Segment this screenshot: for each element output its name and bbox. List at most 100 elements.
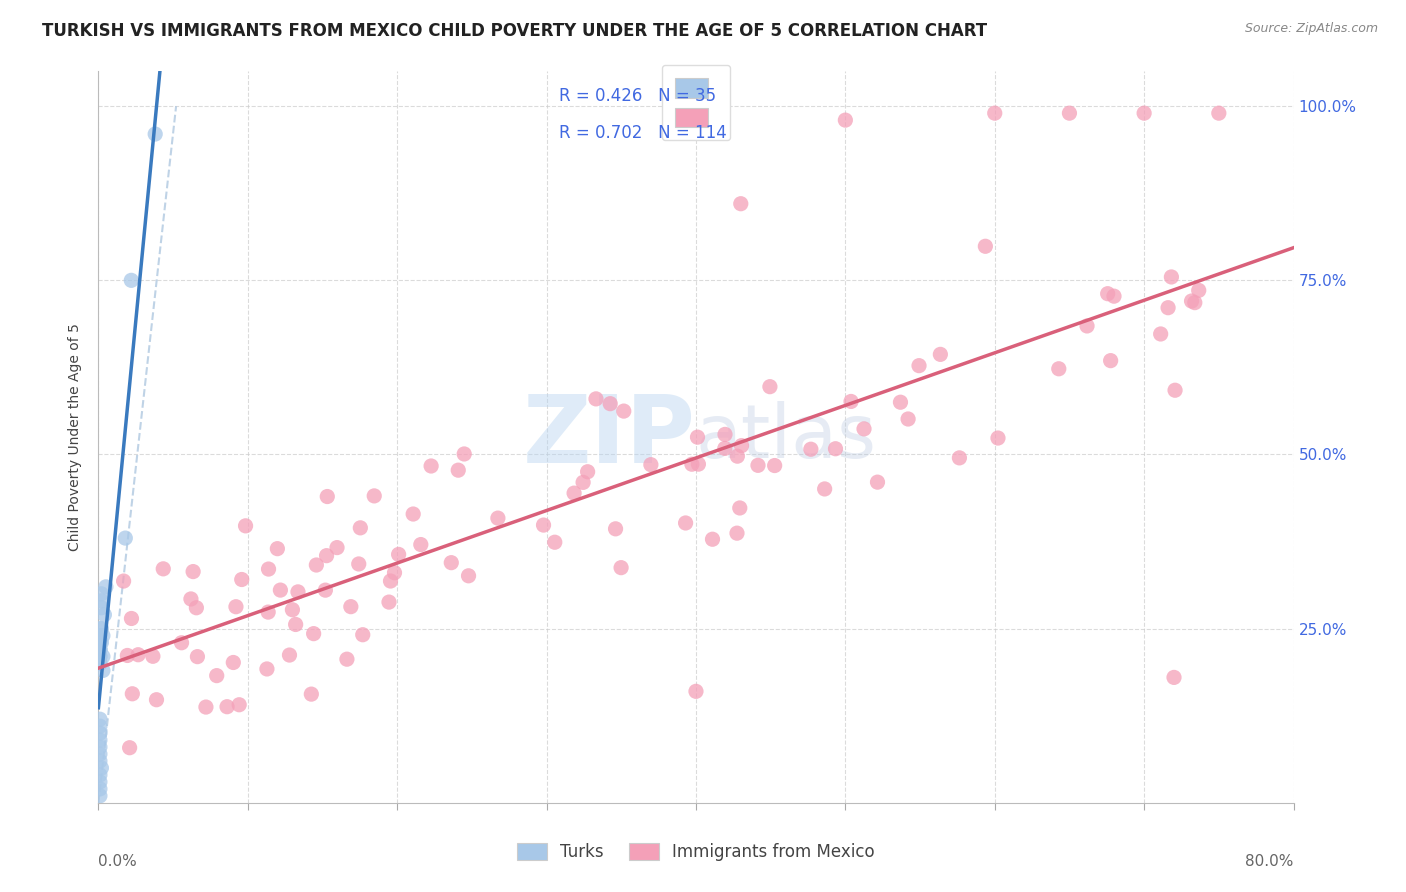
Point — [730, 196, 752, 211]
Point — [889, 395, 911, 409]
Point — [610, 560, 633, 574]
Point — [686, 430, 709, 444]
Point — [215, 699, 238, 714]
Point — [908, 359, 931, 373]
Point — [90, 587, 112, 601]
Text: Source: ZipAtlas.com: Source: ZipAtlas.com — [1244, 22, 1378, 36]
Point — [89, 733, 111, 747]
Point — [120, 273, 142, 287]
Point — [486, 511, 509, 525]
Point — [89, 629, 111, 643]
Point — [402, 507, 425, 521]
Point — [287, 585, 309, 599]
Point — [127, 648, 149, 662]
Point — [1208, 106, 1230, 120]
Point — [225, 599, 247, 614]
Point — [599, 397, 621, 411]
Point — [759, 379, 782, 393]
Point — [284, 617, 307, 632]
Point — [93, 607, 115, 622]
Point — [89, 642, 111, 657]
Text: R = 0.702   N = 114: R = 0.702 N = 114 — [558, 124, 727, 142]
Point — [112, 574, 135, 588]
Point — [90, 761, 112, 775]
Point — [533, 518, 555, 533]
Point — [1188, 284, 1211, 298]
Point — [728, 500, 751, 515]
Point — [120, 611, 142, 625]
Point — [834, 113, 856, 128]
Point — [186, 600, 208, 615]
Point — [281, 603, 304, 617]
Point — [685, 684, 707, 698]
Point — [91, 629, 114, 643]
Point — [1102, 289, 1125, 303]
Y-axis label: Child Poverty Under the Age of 5: Child Poverty Under the Age of 5 — [69, 323, 83, 551]
Point — [235, 519, 257, 533]
Point — [1150, 326, 1173, 341]
Point — [89, 747, 111, 761]
Point — [89, 781, 111, 796]
Point — [278, 648, 301, 662]
Point — [974, 239, 997, 253]
Point — [897, 412, 920, 426]
Point — [800, 442, 823, 457]
Point — [228, 698, 250, 712]
Point — [948, 450, 970, 465]
Point — [316, 490, 339, 504]
Point — [89, 642, 111, 657]
Point — [853, 422, 876, 436]
Point — [453, 447, 475, 461]
Point — [605, 522, 627, 536]
Point — [730, 439, 752, 453]
Point — [314, 583, 336, 598]
Point — [384, 566, 406, 580]
Point — [89, 789, 111, 803]
Point — [89, 635, 111, 649]
Legend: Turks, Immigrants from Mexico: Turks, Immigrants from Mexico — [510, 836, 882, 868]
Point — [90, 600, 112, 615]
Point — [180, 591, 202, 606]
Point — [409, 537, 432, 551]
Point — [352, 628, 374, 642]
Point — [326, 541, 349, 555]
Point — [714, 427, 737, 442]
Point — [336, 652, 359, 666]
Point — [257, 605, 280, 619]
Text: 0.0%: 0.0% — [98, 854, 138, 869]
Point — [266, 541, 288, 556]
Point — [142, 649, 165, 664]
Point — [388, 548, 411, 562]
Point — [91, 664, 114, 678]
Point — [1133, 106, 1156, 120]
Point — [824, 442, 846, 456]
Point — [675, 516, 697, 530]
Point — [118, 740, 141, 755]
Point — [440, 556, 463, 570]
Point — [1184, 295, 1206, 310]
Point — [152, 562, 174, 576]
Point — [299, 687, 322, 701]
Point — [572, 475, 595, 490]
Point — [89, 657, 111, 671]
Point — [1059, 106, 1081, 120]
Point — [585, 392, 607, 406]
Point — [688, 457, 710, 471]
Point — [94, 580, 117, 594]
Point — [143, 127, 166, 141]
Point — [114, 531, 136, 545]
Text: TURKISH VS IMMIGRANTS FROM MEXICO CHILD POVERTY UNDER THE AGE OF 5 CORRELATION C: TURKISH VS IMMIGRANTS FROM MEXICO CHILD … — [42, 22, 987, 40]
Point — [457, 569, 479, 583]
Point — [89, 649, 111, 664]
Point — [186, 649, 208, 664]
Point — [562, 486, 585, 500]
Point — [1164, 383, 1187, 397]
Point — [121, 687, 143, 701]
Point — [576, 465, 599, 479]
Point — [1157, 301, 1180, 315]
Text: atlas: atlas — [696, 401, 877, 474]
Point — [257, 562, 280, 576]
Text: R = 0.426   N = 35: R = 0.426 N = 35 — [558, 87, 716, 105]
Point — [349, 521, 371, 535]
Point — [91, 649, 114, 664]
